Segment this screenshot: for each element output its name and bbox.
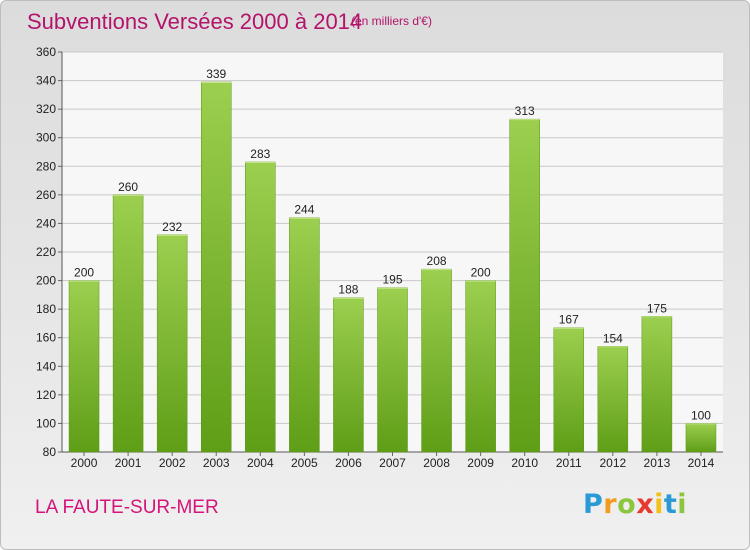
- y-tick-label: 100: [36, 416, 56, 430]
- bar-2012: [597, 346, 629, 453]
- x-tick-label: 2002: [159, 456, 186, 470]
- y-tick-label: 200: [36, 274, 56, 288]
- y-tick-label: 300: [36, 131, 56, 145]
- bar-2014: [685, 423, 717, 453]
- bar-2005: [289, 217, 320, 453]
- y-tick-label: 280: [36, 159, 56, 173]
- x-tick-label: 2014: [688, 456, 715, 470]
- x-tick-label: 2006: [335, 456, 362, 470]
- value-label-2012: 154: [603, 331, 623, 345]
- value-label-2000: 200: [74, 266, 94, 280]
- bar-2009: [465, 280, 496, 453]
- bar-2010: [509, 118, 540, 453]
- x-tick-label: 2000: [71, 456, 98, 470]
- value-label-2010: 313: [515, 104, 535, 118]
- y-tick-label: 320: [36, 102, 56, 116]
- bar-2004: [245, 161, 276, 453]
- x-tick-label: 2011: [556, 456, 582, 470]
- x-tick-label: 2004: [247, 456, 274, 470]
- y-tick-label: 140: [36, 359, 56, 373]
- value-label-2004: 283: [250, 147, 270, 161]
- logo-letter: t: [663, 489, 678, 520]
- bar-2013: [641, 316, 673, 453]
- logo-letter: r: [603, 489, 618, 520]
- y-tick-label: 180: [36, 302, 56, 316]
- logo-letter: o: [617, 489, 637, 520]
- value-label-2005: 244: [294, 203, 314, 217]
- bar-2003: [200, 81, 232, 453]
- x-tick-label: 2010: [511, 456, 538, 470]
- x-tick-label: 2012: [599, 456, 626, 470]
- y-tick-label: 340: [36, 74, 56, 88]
- value-label-2001: 260: [118, 180, 138, 194]
- y-tick-label: 160: [36, 331, 56, 345]
- bar-2002: [156, 234, 188, 453]
- bar-2007: [377, 287, 408, 453]
- bar-2008: [421, 268, 452, 453]
- x-tick-label: 2009: [467, 456, 494, 470]
- y-tick-label: 80: [43, 445, 57, 459]
- chart-subtitle: (en milliers d'€): [351, 14, 432, 28]
- bar-2011: [553, 327, 585, 453]
- proxiti-logo: Proxiti: [583, 489, 687, 520]
- commune-name: LA FAUTE-SUR-MER: [35, 497, 219, 518]
- logo-letter: i: [677, 489, 688, 520]
- value-label-2002: 232: [162, 220, 182, 234]
- x-tick-label: 2008: [423, 456, 450, 470]
- bar-2001: [112, 194, 144, 453]
- x-tick-label: 2005: [291, 456, 318, 470]
- bar-2006: [333, 297, 364, 453]
- value-label-2014: 100: [691, 408, 711, 422]
- value-label-2007: 195: [382, 273, 402, 287]
- value-label-2009: 200: [471, 266, 491, 280]
- value-label-2008: 208: [427, 254, 447, 268]
- chart-title: Subventions Versées 2000 à 2014: [27, 9, 363, 34]
- value-label-2013: 175: [647, 301, 667, 315]
- bar-2000: [68, 280, 100, 453]
- x-tick-label: 2007: [379, 456, 406, 470]
- labels: 80 100 120 140 160 180 200 220 240 260 280 300 320 34…: [36, 45, 715, 470]
- value-label-2011: 167: [559, 313, 579, 327]
- x-tick-label: 2001: [115, 456, 142, 470]
- x-tick-label: 2003: [203, 456, 230, 470]
- bars: [68, 81, 717, 453]
- y-tick-label: 360: [36, 45, 56, 59]
- value-label-2003: 339: [206, 67, 226, 81]
- logo-letter: P: [583, 489, 604, 520]
- y-tick-label: 260: [36, 188, 56, 202]
- y-tick-label: 220: [36, 245, 56, 259]
- logo-letter: x: [636, 489, 655, 520]
- y-tick-label: 240: [36, 216, 56, 230]
- x-tick-label: 2013: [644, 456, 671, 470]
- y-tick-label: 120: [36, 388, 56, 402]
- logo-letter: i: [654, 489, 664, 520]
- value-label-2006: 188: [338, 283, 358, 297]
